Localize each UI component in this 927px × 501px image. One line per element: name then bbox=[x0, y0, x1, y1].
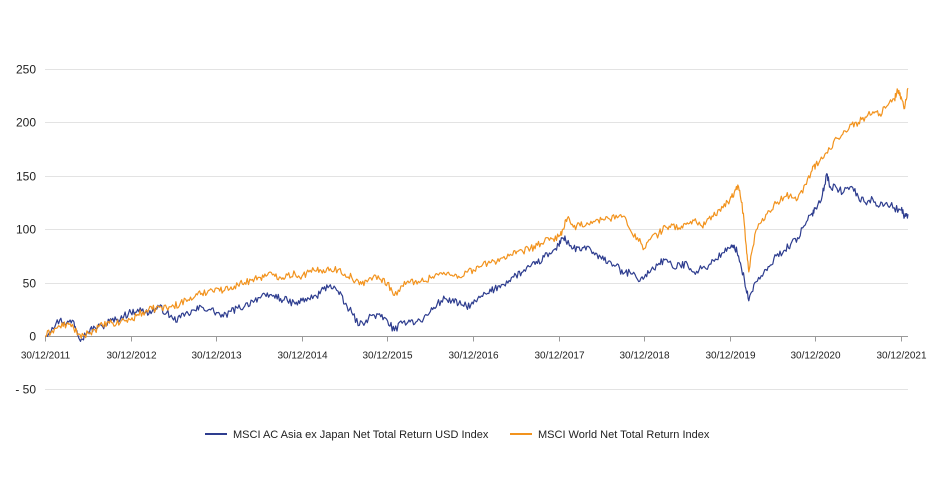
legend: MSCI AC Asia ex Japan Net Total Return U… bbox=[205, 429, 710, 441]
x-tick-label: 30/12/2016 bbox=[448, 351, 498, 362]
y-tick-label: 100 bbox=[16, 223, 36, 237]
y-tick-label: 0 bbox=[29, 330, 36, 344]
x-tick-label: 30/12/2015 bbox=[362, 351, 412, 362]
x-tick-label: 30/12/2018 bbox=[619, 351, 669, 362]
x-tick-label: 30/12/2012 bbox=[106, 351, 156, 362]
x-tick-label: 30/12/2014 bbox=[277, 351, 327, 362]
y-axis-ticks: 250 200 150 100 50 0 - 50 bbox=[15, 63, 36, 397]
asia-index-line bbox=[45, 173, 909, 342]
y-tick-label: 50 bbox=[23, 277, 37, 291]
x-tick-label: 30/12/2013 bbox=[191, 351, 241, 362]
x-tick-label: 30/12/2019 bbox=[705, 351, 755, 362]
x-tick-label: 30/12/2020 bbox=[790, 351, 840, 362]
legend-label-world: MSCI World Net Total Return Index bbox=[538, 429, 710, 441]
legend-item-asia: MSCI AC Asia ex Japan Net Total Return U… bbox=[205, 429, 489, 441]
y-tick-label: 250 bbox=[16, 63, 36, 77]
legend-label-asia: MSCI AC Asia ex Japan Net Total Return U… bbox=[233, 429, 489, 441]
x-tick-label: 30/12/2011 bbox=[21, 351, 71, 362]
y-tick-label: 200 bbox=[16, 116, 36, 130]
legend-item-world: MSCI World Net Total Return Index bbox=[510, 429, 710, 441]
series-lines bbox=[45, 87, 909, 342]
x-tick-label: 30/12/2021 bbox=[876, 351, 926, 362]
gridlines bbox=[45, 69, 908, 390]
x-axis-ticks: 30/12/2011 30/12/2012 30/12/2013 30/12/2014… bbox=[21, 336, 927, 362]
world-index-line bbox=[45, 87, 909, 339]
y-tick-label: 150 bbox=[16, 170, 36, 184]
y-tick-label: - 50 bbox=[15, 383, 36, 397]
x-tick-label: 30/12/2017 bbox=[534, 351, 584, 362]
